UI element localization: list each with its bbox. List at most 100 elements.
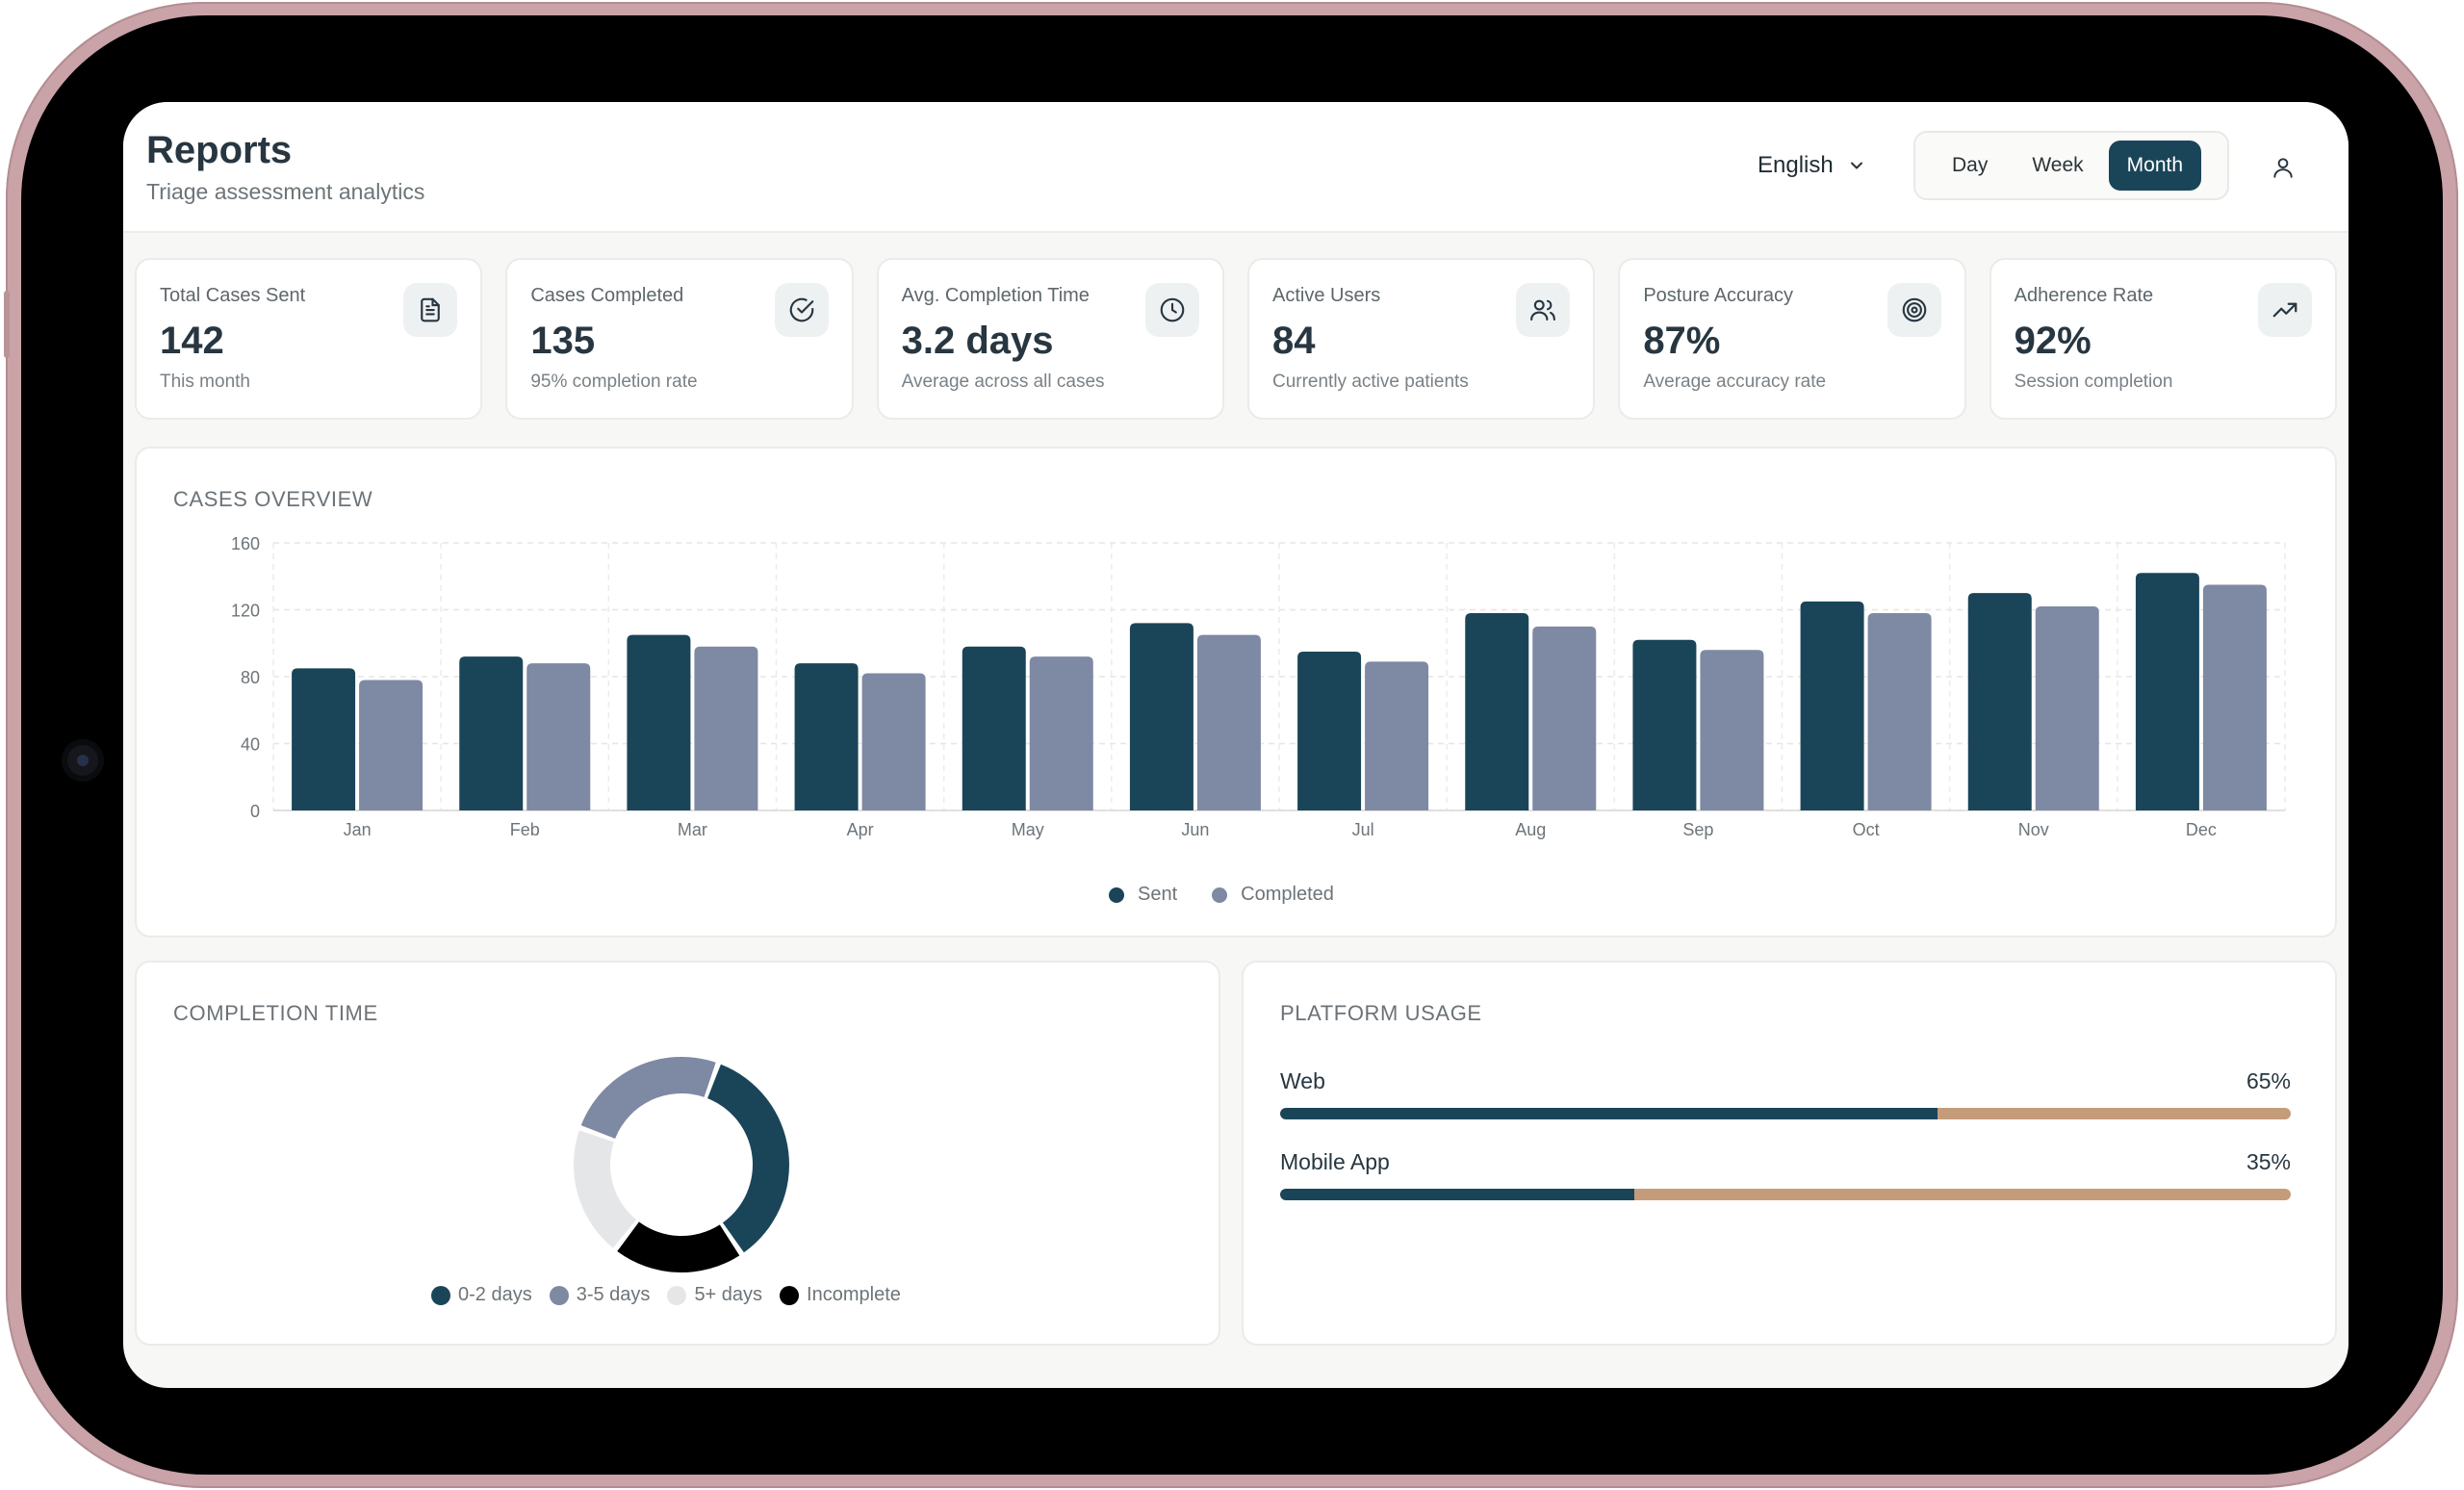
- x-tick-label: Mar: [678, 820, 707, 839]
- app-screen: Reports Triage assessment analytics Engl…: [123, 102, 2348, 1388]
- user-profile-button[interactable]: [2264, 148, 2302, 187]
- donut-slice-3-5-days[interactable]: [580, 1057, 716, 1139]
- stat-value: 3.2 days: [901, 320, 1054, 362]
- stat-subtext: Average across all cases: [901, 372, 1105, 392]
- stat-subtext: Average accuracy rate: [1643, 372, 1827, 392]
- bar-completed-may[interactable]: [1029, 656, 1093, 810]
- bar-sent-oct[interactable]: [1800, 601, 1864, 810]
- platform-row-mobile: Mobile App 35%: [1280, 1149, 2291, 1200]
- bar-completed-mar[interactable]: [694, 646, 758, 810]
- y-tick-label: 40: [241, 735, 260, 755]
- donut-slice-5-days[interactable]: [574, 1130, 636, 1248]
- bar-completed-jun[interactable]: [1196, 634, 1261, 810]
- legend-item-completed[interactable]: Completed: [1212, 884, 1334, 906]
- platform-usage-panel: PLATFORM USAGE Web 65% Mobile App 35%: [1242, 961, 2337, 1346]
- target-icon: [1886, 283, 1941, 337]
- bar-sent-dec[interactable]: [2135, 573, 2199, 810]
- stat-value: 87%: [1643, 320, 1721, 362]
- bar-sent-feb[interactable]: [459, 656, 524, 810]
- trending-up-icon: [2257, 283, 2312, 337]
- x-tick-label: Oct: [1853, 820, 1880, 839]
- x-tick-label: Jul: [1352, 820, 1374, 839]
- document-icon: [403, 283, 458, 337]
- legend-item-3-5-days[interactable]: 3-5 days: [549, 1284, 651, 1306]
- stat-subtext: This month: [160, 372, 250, 392]
- legend-swatch: [1212, 886, 1228, 903]
- bar-completed-feb[interactable]: [526, 663, 591, 810]
- stat-subtext: 95% completion rate: [530, 372, 698, 392]
- stat-card-cases-completed: Cases Completed 135 95% completion rate: [505, 258, 854, 420]
- legend-swatch: [780, 1285, 800, 1305]
- bar-sent-jul[interactable]: [1297, 651, 1362, 810]
- legend-item-incomplete[interactable]: Incomplete: [780, 1284, 901, 1306]
- bar-sent-jan[interactable]: [292, 668, 356, 810]
- language-value: English: [1758, 152, 1834, 178]
- stat-label: Posture Accuracy: [1643, 285, 1793, 306]
- x-tick-label: Aug: [1515, 820, 1546, 839]
- stat-label: Avg. Completion Time: [901, 285, 1090, 306]
- stats-row: Total Cases Sent 142 This month Cases Co…: [135, 258, 2337, 420]
- cases-overview-panel: CASES OVERVIEW 0 40 80 120 160 Jan Feb Mar Apr Ma…: [135, 447, 2337, 938]
- cases-overview-chart: 0 40 80 120 160 Jan Feb Mar Apr May Jun Jul Aug Sep Oc…: [231, 534, 2286, 839]
- front-camera: [62, 739, 104, 782]
- bar-completed-oct[interactable]: [1867, 612, 1932, 810]
- progress-fill: [1280, 1189, 1634, 1200]
- stat-card-avg-completion: Avg. Completion Time 3.2 days Average ac…: [876, 258, 1224, 420]
- legend-label: 5+ days: [694, 1284, 763, 1305]
- bar-sent-apr[interactable]: [794, 663, 859, 810]
- legend-item-5-plus-days[interactable]: 5+ days: [667, 1284, 762, 1306]
- bar-sent-sep[interactable]: [1632, 639, 1697, 810]
- donut-slice-0-2-days[interactable]: [707, 1064, 789, 1253]
- page-subtitle: Triage assessment analytics: [146, 179, 425, 204]
- stat-value: 92%: [2014, 320, 2092, 362]
- bar-sent-nov[interactable]: [1967, 593, 2032, 810]
- x-tick-label: Sep: [1682, 820, 1713, 839]
- bar-sent-aug[interactable]: [1465, 612, 1529, 810]
- range-day-button[interactable]: Day: [1952, 154, 1989, 176]
- legend-item-sent[interactable]: Sent: [1109, 884, 1177, 906]
- bar-completed-jan[interactable]: [359, 680, 424, 810]
- platform-percent: 65%: [2246, 1068, 2291, 1093]
- bar-completed-aug[interactable]: [1532, 626, 1597, 810]
- user-icon: [2273, 158, 2293, 178]
- stat-label: Cases Completed: [530, 285, 684, 306]
- progress-track: [1280, 1108, 2291, 1119]
- range-week-button[interactable]: Week: [2032, 154, 2084, 176]
- legend-label: Incomplete: [807, 1284, 901, 1305]
- bar-sent-may[interactable]: [962, 646, 1026, 810]
- stat-label: Active Users: [1271, 285, 1381, 306]
- chevron-down-icon: [1850, 162, 1862, 169]
- language-select[interactable]: English: [1758, 152, 1866, 179]
- bar-sent-mar[interactable]: [627, 634, 691, 810]
- legend-swatch: [667, 1285, 687, 1305]
- y-tick-label: 160: [231, 534, 260, 553]
- x-tick-label: Apr: [847, 820, 874, 839]
- donut-slice-incomplete[interactable]: [617, 1221, 740, 1272]
- x-tick-label: Jan: [344, 820, 372, 839]
- bar-completed-nov[interactable]: [2035, 606, 2099, 810]
- bar-completed-apr[interactable]: [861, 673, 926, 810]
- stat-value: 142: [160, 320, 224, 362]
- range-month-button[interactable]: Month: [2108, 141, 2202, 191]
- bar-completed-dec[interactable]: [2202, 584, 2267, 810]
- stat-card-active-users: Active Users 84 Currently active patient…: [1246, 258, 1596, 420]
- legend-label: 3-5 days: [576, 1284, 651, 1305]
- stat-subtext: Session completion: [2014, 372, 2173, 392]
- chart-legend: Sent Completed: [1109, 884, 1334, 906]
- x-tick-label: Feb: [510, 820, 540, 839]
- bar-completed-sep[interactable]: [1700, 650, 1764, 810]
- bar-sent-jun[interactable]: [1129, 623, 1194, 810]
- legend-label: Completed: [1241, 884, 1334, 905]
- donut-legend: 0-2 days 3-5 days 5+ days Incomplete: [431, 1284, 901, 1306]
- page-header: Reports Triage assessment analytics Engl…: [123, 102, 2348, 233]
- x-tick-label: May: [1012, 820, 1044, 839]
- stat-subtext: Currently active patients: [1271, 372, 1469, 392]
- completion-time-panel: COMPLETION TIME 0-2 days 3-5 days 5+ day…: [135, 961, 1220, 1346]
- bar-completed-jul[interactable]: [1365, 661, 1429, 810]
- completion-time-chart: [574, 1057, 789, 1272]
- x-tick-label: Dec: [2186, 820, 2217, 839]
- users-icon: [1516, 283, 1571, 337]
- page-title: Reports: [146, 129, 293, 171]
- legend-item-0-2-days[interactable]: 0-2 days: [431, 1284, 532, 1306]
- panel-title: PLATFORM USAGE: [1280, 1001, 1482, 1025]
